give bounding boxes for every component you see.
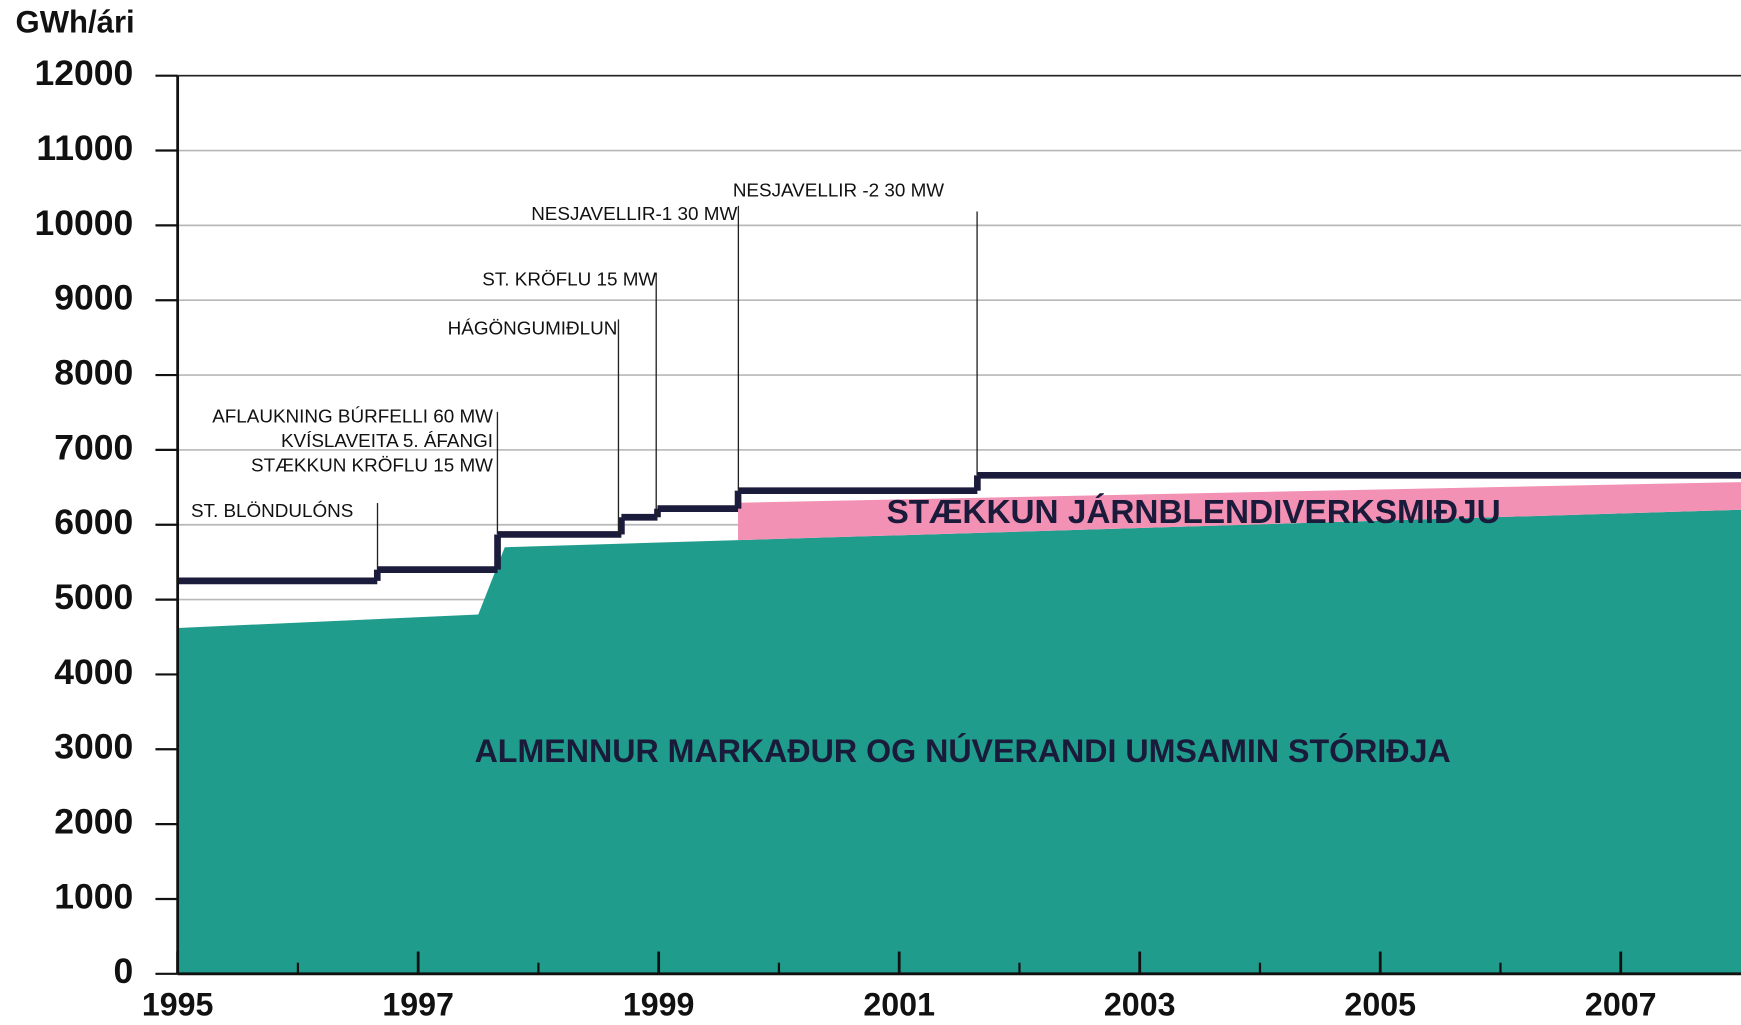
y-tick-label: 10000 [34,203,133,243]
annotation: ST. KRÖFLU 15 MW [482,269,656,290]
y-tick-label: 2000 [54,801,133,841]
y-tick-label: 3000 [54,727,133,767]
y-tick-label: 4000 [54,652,133,692]
x-tick-label: 2005 [1344,987,1416,1023]
annotation: NESJAVELLIR-1 30 MW [531,204,737,225]
annotation: STÆKKUN KRÖFLU 15 MW [251,455,493,476]
y-tick-label: 6000 [54,502,133,542]
y-tick-label: 1000 [54,876,133,916]
area-label: ALMENNUR MARKAÐUR OG NÚVERANDI UMSAMIN S… [475,733,1451,769]
x-tick-label: 2007 [1585,987,1657,1023]
y-axis-label: GWh/ári [16,5,135,40]
annotation: AFLAUKNING BÚRFELLI 60 MW [212,405,493,427]
x-tick-label: 1999 [623,987,695,1023]
x-tick-label: 2003 [1104,987,1176,1023]
y-tick-label: 5000 [54,577,133,617]
area-label: STÆKKUN JÁRNBLENDIVERKSMIÐJU [887,493,1501,531]
y-tick-label: 9000 [54,278,133,318]
x-tick-label: 1997 [382,987,454,1023]
annotation: KVÍSLAVEITA 5. ÁFANGI [281,431,493,452]
y-tick-label: 11000 [36,128,133,168]
annotation: HÁGÖNGUMIÐLUN [448,318,618,339]
y-tick-label: 7000 [54,427,133,467]
area [738,482,1741,541]
area [177,509,1741,974]
x-tick-label: 1995 [142,987,214,1023]
x-tick-label: 2001 [863,987,935,1023]
annotation: NESJAVELLIR -2 30 MW [733,180,944,201]
annotation: ST. BLÖNDULÓNS [191,500,353,522]
y-tick-label: 12000 [34,53,133,93]
y-tick-label: 0 [113,951,133,991]
y-tick-label: 8000 [54,352,133,392]
